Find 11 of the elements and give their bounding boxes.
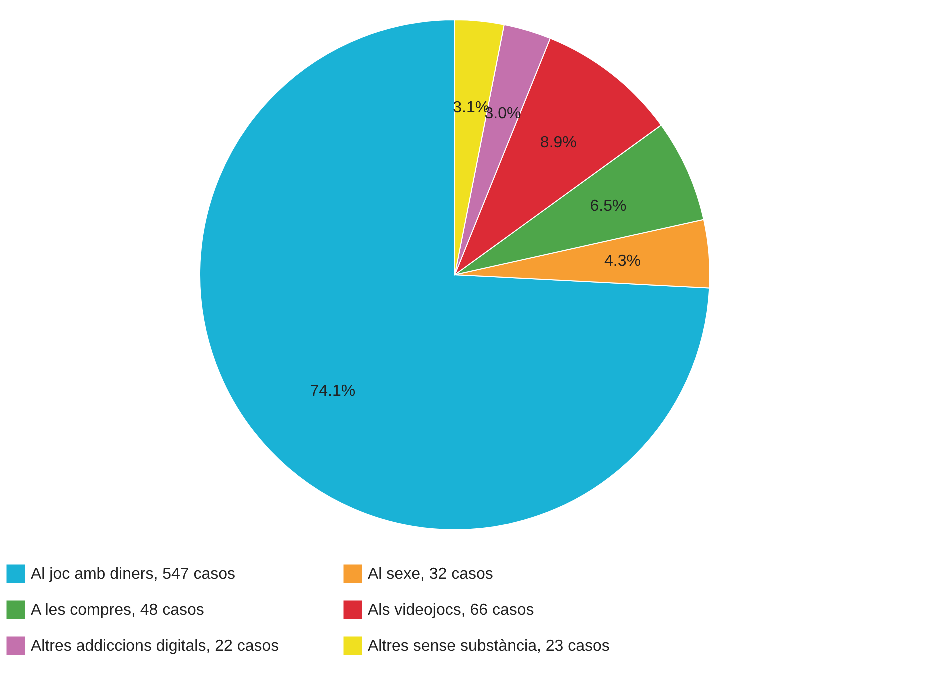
data-label: 74.1% [310, 382, 356, 400]
legend-label: A les compres, 48 casos [31, 602, 204, 619]
data-label: 8.9% [540, 134, 577, 152]
pie-slice [200, 20, 710, 530]
data-label: 4.3% [604, 252, 641, 270]
data-label: 6.5% [590, 198, 627, 215]
legend-label: Altres addiccions digitals, 22 casos [31, 638, 280, 655]
legend-label: Al sexe, 32 casos [368, 566, 494, 583]
legend-label: Altres sense substància, 23 casos [368, 638, 610, 655]
legend-label: Als videojocs, 66 casos [368, 602, 534, 619]
legend-label: Al joc amb diners, 547 casos [31, 566, 236, 583]
